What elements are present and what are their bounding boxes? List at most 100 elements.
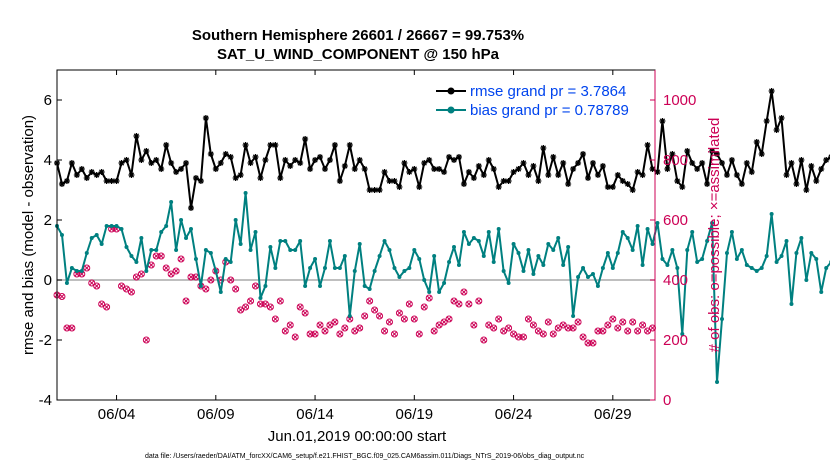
rmse-point [68,160,75,166]
rmse-point [331,142,338,148]
obs-assimilated-point [516,334,521,340]
obs-assimilated-point [640,322,645,328]
obs-possible-point [371,306,379,314]
y2-tick-label: 200 [663,332,688,349]
rmse-point [783,172,790,178]
bias-point [407,266,412,270]
bias-point [427,290,432,294]
bias-point [243,191,248,195]
bias-point [486,230,491,234]
obs-assimilated-point [406,301,412,307]
obs-assimilated-point [610,316,616,322]
bias-point [665,263,670,267]
obs-possible-point [376,312,384,320]
rmse-point [341,163,348,169]
bias-point [452,245,457,249]
rmse-point [411,166,418,172]
rmse-point [629,187,636,193]
bias-point [779,254,784,258]
bias-point [461,230,466,234]
obs-assimilated-point [59,294,65,299]
obs-possible-point [470,321,478,329]
rmse-point [758,151,765,157]
obs-possible-point [549,330,557,338]
rmse-point [78,166,85,172]
obs-assimilated-point [64,325,70,331]
bias-point [595,284,600,288]
bias-point [764,254,769,258]
obs-possible-point [505,324,513,332]
obs-assimilated-point [268,304,273,310]
bias-point [332,266,337,270]
obs-assimilated-point [545,319,551,325]
bias-point [804,278,809,282]
obs-assimilated-point [645,328,650,334]
rmse-point [381,169,388,175]
bias-point [119,227,124,231]
x-axis-label: Jun.01,2019 00:00:00 start [268,428,447,445]
bias-point [248,248,253,252]
rmse-point [505,178,512,184]
rmse-point [639,172,646,178]
rmse-point [748,169,755,175]
obs-assimilated-point [238,307,243,313]
bias-point [144,269,149,273]
obs-possible-point [247,297,255,305]
obs-possible-point [485,321,493,329]
y-tick-label: 6 [44,92,52,109]
rmse-point [242,142,249,148]
obs-assimilated-point [124,286,129,292]
bias-point [655,221,660,225]
obs-assimilated-point [436,322,442,328]
obs-assimilated-point [511,331,516,337]
obs-possible-point [425,294,433,302]
rmse-point [192,175,199,181]
obs-assimilated-point [337,331,343,337]
plot-area [53,88,830,384]
obs-assimilated-point [605,322,611,328]
rmse-point [644,142,651,148]
rmse-point [326,157,333,163]
obs-assimilated-point [595,328,601,334]
rmse-point [753,139,760,145]
obs-possible-point [574,318,582,326]
rmse-point [163,142,170,148]
bias-point [620,230,625,234]
bias-point [819,290,824,294]
obs-assimilated-point [446,316,452,322]
rmse-point [63,178,70,184]
rmse-series [54,88,830,211]
obs-possible-point [589,339,597,347]
bias-point [238,242,243,246]
obs-possible-point [93,282,101,290]
bias-point [650,242,655,246]
rmse-point [416,184,423,190]
bias-point [258,296,263,300]
obs-possible-point [385,318,393,326]
obs-possible-point [336,330,344,338]
obs-possible-point [559,321,567,329]
obs-assimilated-point [248,298,253,304]
obs-possible-point [480,336,488,344]
obs-possible-point [539,330,547,338]
bias-point [625,236,630,240]
obs-possible-point [167,270,175,278]
bias-point [491,260,496,264]
bias-point [99,242,104,246]
bias-point [422,278,427,282]
obs-possible-point [207,276,215,284]
bias-point [695,260,700,264]
obs-possible-point [649,324,657,332]
rmse-point [480,172,487,178]
obs-possible-point [639,321,647,329]
obs-assimilated-point [273,316,278,322]
obs-possible-point [122,285,130,293]
obs-possible-point [202,285,210,293]
obs-assimilated-point [193,274,199,280]
bias-point [303,284,308,288]
bias-point [233,218,238,222]
obs-assimilated-point [496,316,502,322]
bias-point [432,254,437,258]
obs-possible-point [366,297,374,305]
obs-possible-point [629,318,637,326]
